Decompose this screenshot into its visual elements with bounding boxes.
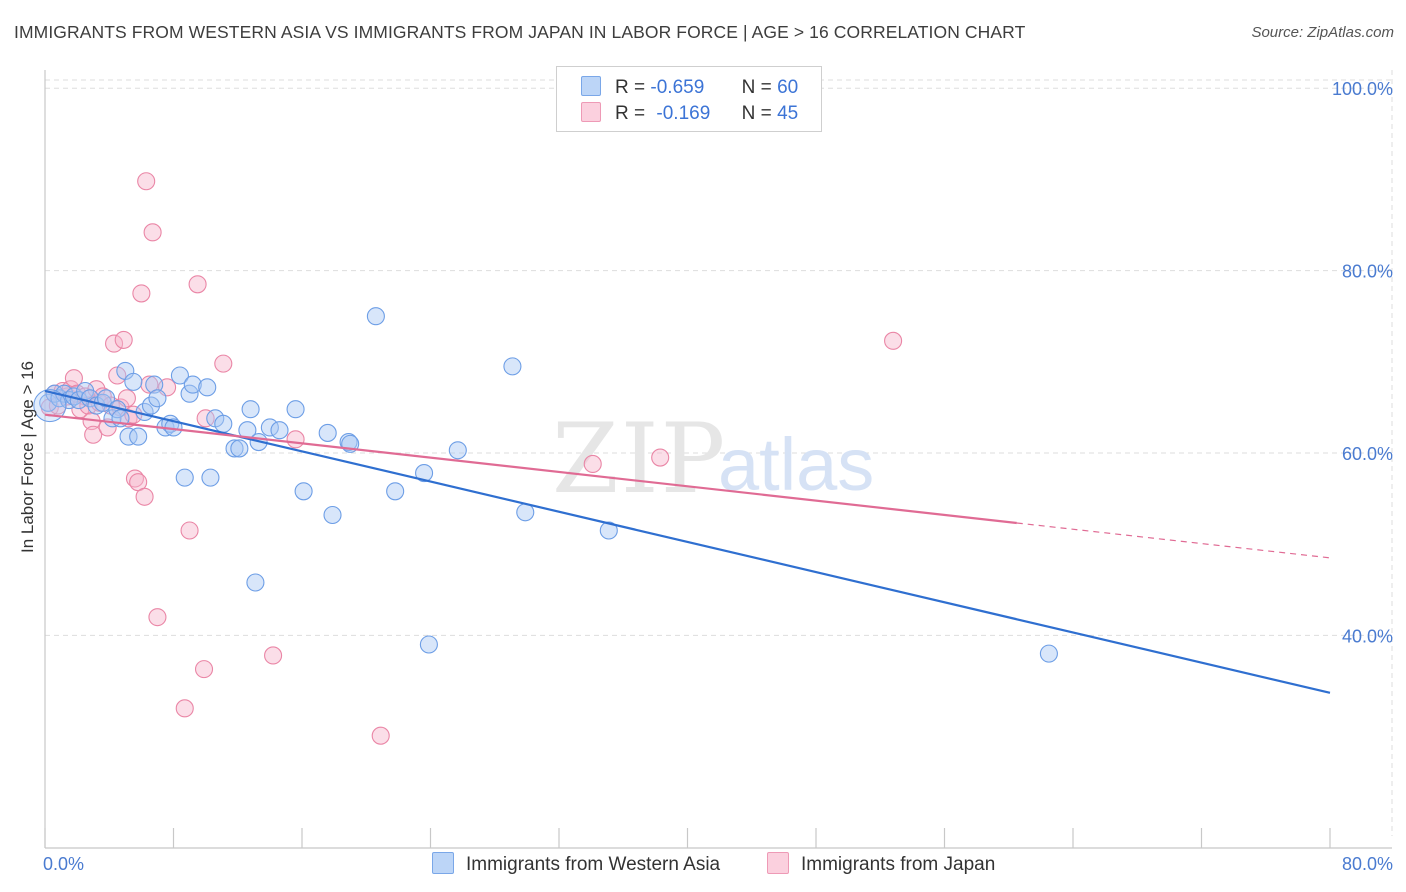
data-point-japan [264,646,283,665]
data-point-western-asia [503,357,522,376]
bottom-legend-western-asia: Immigrants from Western Asia [432,852,720,876]
correlation-legend: R = -0.659 N = 60 R = -0.169 N = 45 [556,66,822,132]
data-point-japan [371,726,390,745]
data-point-japan [84,425,103,444]
data-point-western-asia [170,366,189,385]
data-point-western-asia [96,389,116,408]
watermark-zip: ZIP [552,403,727,515]
data-point-western-asia [294,482,313,501]
legend-row-western-asia: R = -0.659 N = 60 [581,76,798,98]
legend-r-label: R = [615,103,646,124]
data-point-japan [651,448,670,467]
data-point-western-asia [415,464,434,483]
chart-title: IMMIGRANTS FROM WESTERN ASIA VS IMMIGRAN… [14,22,1026,42]
data-point-western-asia [246,573,265,592]
legend-n-label: N = [741,77,772,98]
data-point-western-asia [419,635,438,654]
data-point-western-asia [230,439,249,458]
data-point-western-asia [448,441,467,460]
bottom-legend-swatch-pink [767,852,789,874]
legend-r-value: -0.659 [650,77,705,98]
y-tick-label: 40.0% [1342,626,1393,646]
data-point-japan [194,660,214,679]
data-point-japan [132,284,151,303]
legend-n-value: 60 [777,77,799,98]
gridlines [45,70,1393,836]
y-tick-label: 100.0% [1332,79,1393,99]
data-point-japan [135,487,154,506]
data-point-western-asia-cluster [33,389,67,423]
data-point-japan [114,330,133,349]
data-point-japan [180,521,199,540]
data-point-japan [105,334,124,353]
data-point-western-asia [183,375,202,394]
data-point-western-asia [323,505,342,525]
data-point-japan [583,454,602,473]
legend-swatch-blue [581,76,601,96]
watermark: ZIP atlas [552,403,874,515]
trend-line-japan [44,413,1017,525]
data-point-western-asia [286,400,305,419]
bottom-legend-label: Immigrants from Western Asia [466,854,721,875]
tick-labels: 40.0% 60.0% 80.0% 100.0% 0.0% 80.0% [43,79,1393,874]
trend-lines [44,389,1331,694]
data-point-japan [214,354,233,373]
legend-n-value: 45 [777,103,799,124]
legend-swatch-pink [581,102,601,122]
x-tick-label: 80.0% [1342,854,1393,874]
data-point-western-asia [225,439,244,458]
legend-r-value: -0.169 [656,103,711,124]
data-point-western-asia [366,307,385,326]
data-point-japan [286,430,305,449]
data-point-western-asia [214,414,233,433]
data-point-japan [64,369,83,388]
data-point-western-asia [148,389,167,408]
data-point-japan [196,409,215,428]
data-point-western-asia [241,400,260,419]
bottom-legend-swatch-blue [432,852,454,874]
data-point-western-asia [386,482,405,501]
data-point-japan [884,331,903,350]
trend-line-western-asia [44,389,1331,694]
data-point-western-asia [175,468,194,487]
data-point-western-asia [141,396,161,415]
legend-r-label: R = [615,77,646,98]
data-point-japan [188,275,207,294]
trend-line-japan-extension [1016,522,1331,559]
axes [44,70,1392,849]
data-point-western-asia [119,427,138,446]
legend-row-japan: R = -0.169 N = 45 [581,102,798,124]
source-label: Source: ZipAtlas.com [1251,24,1394,41]
data-point-japan [137,172,156,191]
data-point-western-asia [318,423,337,442]
data-point-western-asia [129,427,148,446]
data-point-western-asia [145,375,164,394]
bottom-legend-label: Immigrants from Japan [801,854,996,875]
data-point-western-asia [39,393,58,412]
data-point-japan [148,608,167,627]
data-point-western-asia [198,378,217,397]
data-point-western-asia [201,468,220,487]
y-tick-label: 80.0% [1342,262,1393,282]
series-western-asia-points [33,307,1058,663]
data-point-western-asia [124,372,143,391]
watermark-atlas: atlas [718,423,874,506]
bottom-legend-japan: Immigrants from Japan [767,852,995,876]
data-point-western-asia [270,421,289,440]
y-tick-label: 60.0% [1342,444,1393,464]
y-axis-label: In Labor Force | Age > 16 [18,360,37,554]
x-tick-label: 0.0% [43,854,84,874]
data-point-western-asia [1039,644,1058,663]
data-point-japan [175,699,194,718]
legend-n-label: N = [741,103,772,124]
data-point-japan [143,223,162,242]
data-point-western-asia [599,521,618,540]
